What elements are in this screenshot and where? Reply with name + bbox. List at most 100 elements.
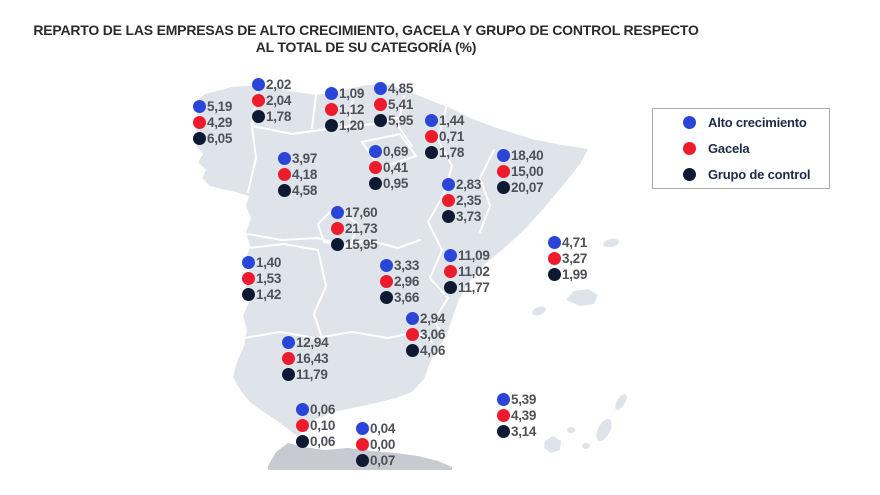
marker-row-gacela: 2,04	[252, 94, 291, 107]
gacela-dot-icon	[252, 94, 265, 107]
value-label: 1,40	[256, 255, 282, 270]
gacela-dot-icon	[331, 222, 344, 235]
marker-row-alto-crecimiento: 1,44	[425, 114, 464, 127]
value-label: 11,77	[458, 280, 490, 295]
alto-crecimiento-dot-icon	[425, 114, 438, 127]
marker-row-gacela: 11,02	[444, 265, 490, 278]
value-label: 2,02	[266, 77, 292, 92]
gacela-dot-icon	[374, 98, 387, 111]
marker-row-gacela: 4,39	[497, 409, 536, 422]
legend-label: Grupo de control	[708, 167, 811, 182]
chart-title: REPARTO DE LAS EMPRESAS DE ALTO CRECIMIE…	[30, 22, 702, 56]
region-cluster-pais-vasco: 4,85 5,41 5,95	[374, 82, 413, 127]
value-label: 1,20	[339, 118, 365, 133]
value-label: 20,07	[511, 180, 544, 195]
gacela-dot-icon	[282, 352, 295, 365]
marker-row-grupo-de-control: 11,77	[444, 281, 490, 294]
alto-crecimiento-dot-icon	[278, 152, 291, 165]
alto-crecimiento-dot-icon	[442, 178, 455, 191]
legend-item-grupo-de-control: Grupo de control	[683, 167, 829, 182]
marker-row-alto-crecimiento: 2,94	[406, 312, 445, 325]
region-cluster-cantabria: 1,09 1,12 1,20	[325, 87, 364, 132]
grupo-de-control-dot-icon	[252, 110, 265, 123]
value-label: 3,14	[511, 424, 537, 439]
marker-row-alto-crecimiento: 0,69	[369, 145, 408, 158]
marker-row-gacela: 0,41	[369, 161, 408, 174]
gacela-dot-icon	[369, 161, 382, 174]
gacela-dot-icon	[442, 194, 455, 207]
region-cluster-castilla-la-mancha: 3,33 2,96 3,66	[380, 259, 419, 304]
alto-crecimiento-dot-icon	[296, 403, 309, 416]
value-label: 0,41	[383, 160, 409, 175]
value-label: 1,12	[339, 102, 365, 117]
grupo-de-control-dot-icon	[380, 291, 393, 304]
grupo-de-control-dot-icon	[331, 238, 344, 251]
region-cluster-castilla-y-leon: 3,97 4,18 4,58	[278, 152, 317, 197]
marker-row-gacela: 21,73	[331, 222, 378, 235]
grupo-de-control-dot-icon	[444, 281, 457, 294]
gacela-dot-icon	[325, 103, 338, 116]
value-label: 4,85	[388, 81, 414, 96]
marker-row-gacela: 5,41	[374, 98, 413, 111]
gacela-dot-icon	[406, 328, 419, 341]
chart-title-line1: REPARTO DE LAS EMPRESAS DE ALTO CRECIMIE…	[33, 22, 699, 38]
value-label: 0,10	[310, 418, 336, 433]
value-label: 1,78	[439, 145, 465, 160]
region-cluster-murcia: 2,94 3,06 4,06	[406, 312, 445, 357]
alto-crecimiento-dot-icon	[369, 145, 382, 158]
value-label: 2,35	[456, 193, 482, 208]
marker-row-gacela: 4,18	[278, 168, 317, 181]
marker-row-gacela: 4,29	[193, 116, 232, 129]
region-cluster-navarra: 1,44 0,71 1,78	[425, 114, 464, 159]
grupo-de-control-dot-icon	[425, 146, 438, 159]
value-label: 3,97	[292, 151, 318, 166]
value-label: 0,69	[383, 144, 409, 159]
region-cluster-la-rioja: 0,69 0,41 0,95	[369, 145, 408, 190]
alto-crecimiento-dot-icon	[683, 116, 696, 129]
marker-row-alto-crecimiento: 3,97	[278, 152, 317, 165]
gacela-dot-icon	[548, 252, 561, 265]
marker-row-grupo-de-control: 1,42	[242, 288, 281, 301]
legend-item-gacela: Gacela	[683, 141, 829, 156]
value-label: 11,79	[296, 367, 328, 382]
marker-row-alto-crecimiento: 18,40	[497, 149, 544, 162]
value-label: 5,19	[207, 99, 233, 114]
value-label: 4,06	[420, 343, 446, 358]
region-cluster-extremadura: 1,40 1,53 1,42	[242, 256, 281, 301]
alto-crecimiento-dot-icon	[242, 256, 255, 269]
grupo-de-control-dot-icon	[497, 181, 510, 194]
region-cluster-canarias: 5,39 4,39 3,14	[497, 393, 536, 438]
chart-title-line2: AL TOTAL DE SU CATEGORÍA (%)	[255, 39, 477, 55]
value-label: 1,09	[339, 86, 365, 101]
marker-row-grupo-de-control: 4,06	[406, 344, 445, 357]
value-label: 1,78	[266, 109, 292, 124]
marker-row-alto-crecimiento: 17,60	[331, 206, 378, 219]
value-label: 0,07	[370, 453, 396, 468]
value-label: 4,71	[562, 235, 588, 250]
value-label: 11,09	[458, 248, 490, 263]
grupo-de-control-dot-icon	[325, 119, 338, 132]
marker-row-alto-crecimiento: 2,83	[442, 178, 481, 191]
marker-row-grupo-de-control: 3,73	[442, 210, 481, 223]
value-label: 5,41	[388, 97, 414, 112]
canary-islands	[544, 394, 627, 453]
value-label: 0,00	[370, 437, 396, 452]
marker-row-grupo-de-control: 0,06	[296, 435, 335, 448]
marker-row-gacela: 0,71	[425, 130, 464, 143]
value-label: 6,05	[207, 131, 233, 146]
value-label: 5,95	[388, 113, 414, 128]
gacela-dot-icon	[296, 419, 309, 432]
marker-row-grupo-de-control: 20,07	[497, 180, 544, 195]
marker-row-grupo-de-control: 1,99	[548, 268, 587, 281]
grupo-de-control-dot-icon	[683, 168, 696, 181]
alto-crecimiento-dot-icon	[380, 259, 393, 272]
value-label: 3,73	[456, 209, 482, 224]
gacela-dot-icon	[193, 116, 206, 129]
value-label: 0,95	[383, 176, 409, 191]
marker-row-gacela: 1,12	[325, 103, 364, 116]
grupo-de-control-dot-icon	[278, 184, 291, 197]
value-label: 3,06	[420, 327, 446, 342]
value-label: 1,42	[256, 287, 282, 302]
